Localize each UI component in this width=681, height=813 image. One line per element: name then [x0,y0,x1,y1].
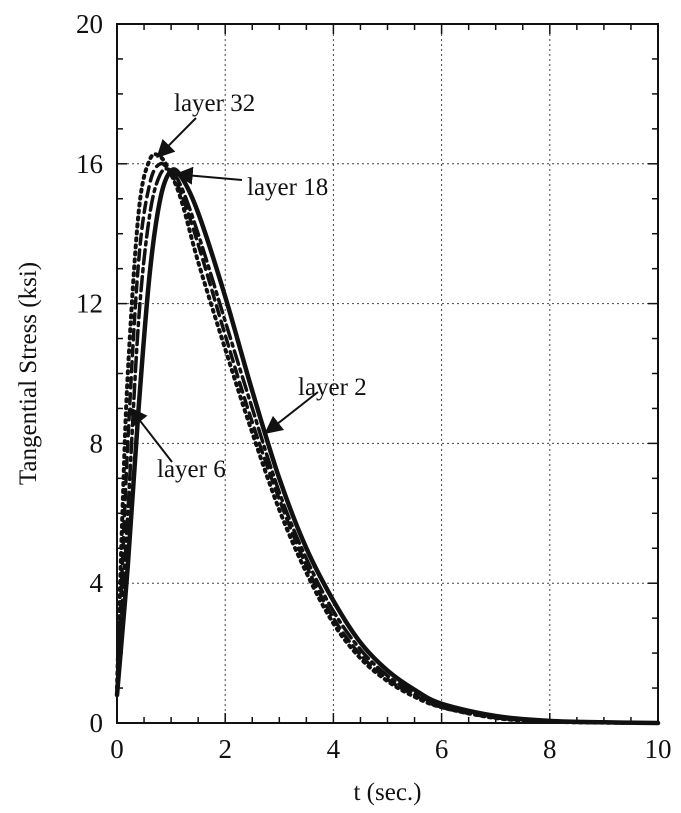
y-tick-label: 4 [90,568,104,598]
annotation-arrow-layer-2 [264,391,319,435]
x-tick-label: 10 [645,734,672,764]
axis-ticks [116,23,659,724]
grid [117,24,658,723]
x-tick-label: 8 [543,734,557,764]
y-tick-label: 16 [76,149,103,179]
y-tick-label: 0 [90,708,104,738]
x-tick-label: 4 [327,734,341,764]
tick-labels: 0 2 4 6 8 10 0 4 8 12 16 20 [76,9,672,764]
series-line-layer-32 [115,152,660,725]
annotation-label-layer-18: layer 18 [247,174,328,201]
series-line-layer-6 [115,167,660,725]
y-tick-label: 12 [76,289,103,319]
series-group [114,152,661,726]
y-tick-label: 20 [76,9,103,39]
annotation-arrow-layer-6 [129,407,173,463]
annotation-arrow-layer-18 [174,166,243,185]
annotations: layer 32 layer 18 layer 2 layer 6 [129,90,367,483]
annotation-arrow-layer-32 [156,117,197,159]
y-tick-label: 8 [90,428,104,458]
annotation-label-layer-2: layer 2 [298,374,367,401]
y-axis-title: Tangential Stress (ksi) [15,262,42,485]
x-axis-title: t (sec.) [353,779,421,806]
x-tick-label: 0 [110,734,124,764]
annotation-label-layer-6: layer 6 [157,456,226,483]
x-tick-label: 2 [218,734,232,764]
plot-frame [116,23,659,724]
annotation-label-layer-32: layer 32 [174,90,255,117]
series-line-layer-2 [114,167,661,726]
x-tick-label: 6 [435,734,449,764]
